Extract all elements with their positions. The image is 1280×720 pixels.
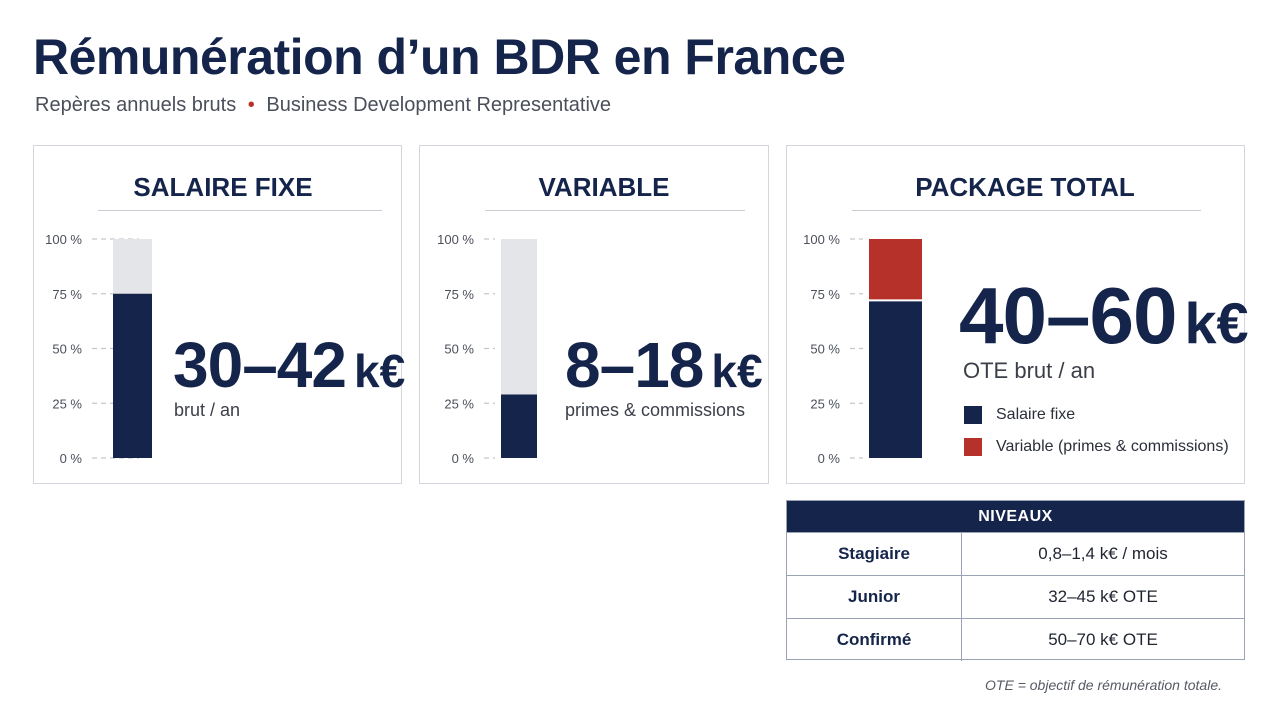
card-title: VARIABLE bbox=[538, 172, 670, 202]
legend-label: Variable (primes & commissions) bbox=[996, 438, 1229, 455]
chart-legend: Salaire fixe Variable (primes & commissi… bbox=[964, 404, 1229, 468]
card-divider bbox=[485, 210, 745, 211]
variable-chart: 0 % 25 % 50 % 75 % 100 % bbox=[437, 232, 537, 466]
package-total-value: 40–60 k€ bbox=[959, 270, 1249, 362]
package-total-chart: 0 % 25 % 50 % 75 % 100 % bbox=[803, 232, 922, 466]
variable-value: 8–18 k€ bbox=[565, 328, 763, 402]
bar bbox=[501, 394, 537, 458]
variable-caption: primes & commissions bbox=[565, 400, 746, 420]
table-cell-level: Stagiaire bbox=[787, 533, 962, 575]
y-tick-label: 75 % bbox=[52, 287, 82, 302]
salaire-fixe-chart: 0 % 25 % 50 % 75 % 100 % bbox=[45, 232, 152, 466]
legend-swatch bbox=[964, 438, 982, 456]
legend-item-variable: Variable (primes & commissions) bbox=[964, 436, 1229, 458]
stacked-bar-segment bbox=[869, 239, 922, 301]
salaire-fixe-value: 30–42 k€ bbox=[173, 328, 405, 402]
table-row: Junior 32–45 k€ OTE bbox=[787, 575, 1244, 618]
stacked-bar-segment bbox=[869, 300, 922, 458]
big-number: 8–18 bbox=[565, 329, 704, 401]
y-tick-label: 100 % bbox=[803, 232, 840, 247]
y-tick-label: 25 % bbox=[810, 396, 840, 411]
big-unit: k€ bbox=[1184, 292, 1249, 356]
table-cell-value: 0,8–1,4 k€ / mois bbox=[1038, 544, 1168, 563]
legend-item-salaire-fixe: Salaire fixe bbox=[964, 404, 1229, 426]
y-tick-label: 25 % bbox=[52, 396, 82, 411]
card-title: PACKAGE TOTAL bbox=[915, 172, 1135, 202]
subtitle-left: Repères annuels bruts bbox=[35, 94, 237, 116]
card-salaire-fixe: SALAIRE FIXE 0 % 25 % 50 % 75 % 100 % 30–42 k… bbox=[33, 145, 405, 484]
card-variable: VARIABLE 0 % 25 % 50 % 75 % 100 % 8–18 k€ pri… bbox=[419, 145, 769, 484]
table-header: NIVEAUX bbox=[787, 501, 1244, 532]
big-number: 30–42 bbox=[173, 329, 347, 401]
big-unit: k€ bbox=[353, 345, 406, 397]
y-tick-label: 100 % bbox=[45, 232, 82, 247]
card-title: SALAIRE FIXE bbox=[133, 172, 313, 202]
bar bbox=[113, 293, 152, 458]
y-tick-label: 75 % bbox=[810, 287, 840, 302]
page-title: Rémunération d’un BDR en France bbox=[33, 29, 846, 85]
package-total-caption: OTE brut / an bbox=[963, 358, 1096, 383]
table-cell-level: Confirmé bbox=[787, 619, 962, 661]
legend-swatch bbox=[964, 406, 982, 424]
page-subtitle: Repères annuels bruts • Business Develop… bbox=[35, 94, 611, 117]
salaire-fixe-caption: brut / an bbox=[174, 400, 241, 420]
table-cell-value: 32–45 k€ OTE bbox=[1048, 587, 1158, 606]
y-tick-label: 0 % bbox=[818, 451, 841, 466]
y-tick-label: 75 % bbox=[444, 287, 474, 302]
y-tick-label: 25 % bbox=[444, 396, 474, 411]
card-divider bbox=[98, 210, 382, 211]
y-tick-label: 50 % bbox=[444, 342, 474, 357]
table-row: Stagiaire 0,8–1,4 k€ / mois bbox=[787, 532, 1244, 575]
table-cell-level: Junior bbox=[787, 576, 962, 618]
table-row: Confirmé 50–70 k€ OTE bbox=[787, 618, 1244, 661]
subtitle-separator: • bbox=[247, 94, 255, 116]
card-package-total: PACKAGE TOTAL 0 % 25 % 50 % 75 % 100 % 40–60… bbox=[786, 145, 1249, 484]
card-divider bbox=[852, 210, 1201, 211]
table-cell-value: 50–70 k€ OTE bbox=[1048, 630, 1158, 649]
y-tick-label: 0 % bbox=[60, 451, 83, 466]
big-unit: k€ bbox=[711, 345, 763, 397]
y-tick-label: 50 % bbox=[810, 342, 840, 357]
legend-label: Salaire fixe bbox=[996, 406, 1076, 423]
y-tick-label: 0 % bbox=[452, 451, 475, 466]
subtitle-right: Business Development Representative bbox=[266, 94, 612, 116]
y-tick-label: 100 % bbox=[437, 232, 474, 247]
big-number: 40–60 bbox=[959, 271, 1177, 360]
y-tick-label: 50 % bbox=[52, 342, 82, 357]
niveaux-table: NIVEAUX Stagiaire 0,8–1,4 k€ / mois Juni… bbox=[786, 500, 1245, 661]
footnote: OTE = objectif de rémunération totale. bbox=[985, 677, 1222, 693]
